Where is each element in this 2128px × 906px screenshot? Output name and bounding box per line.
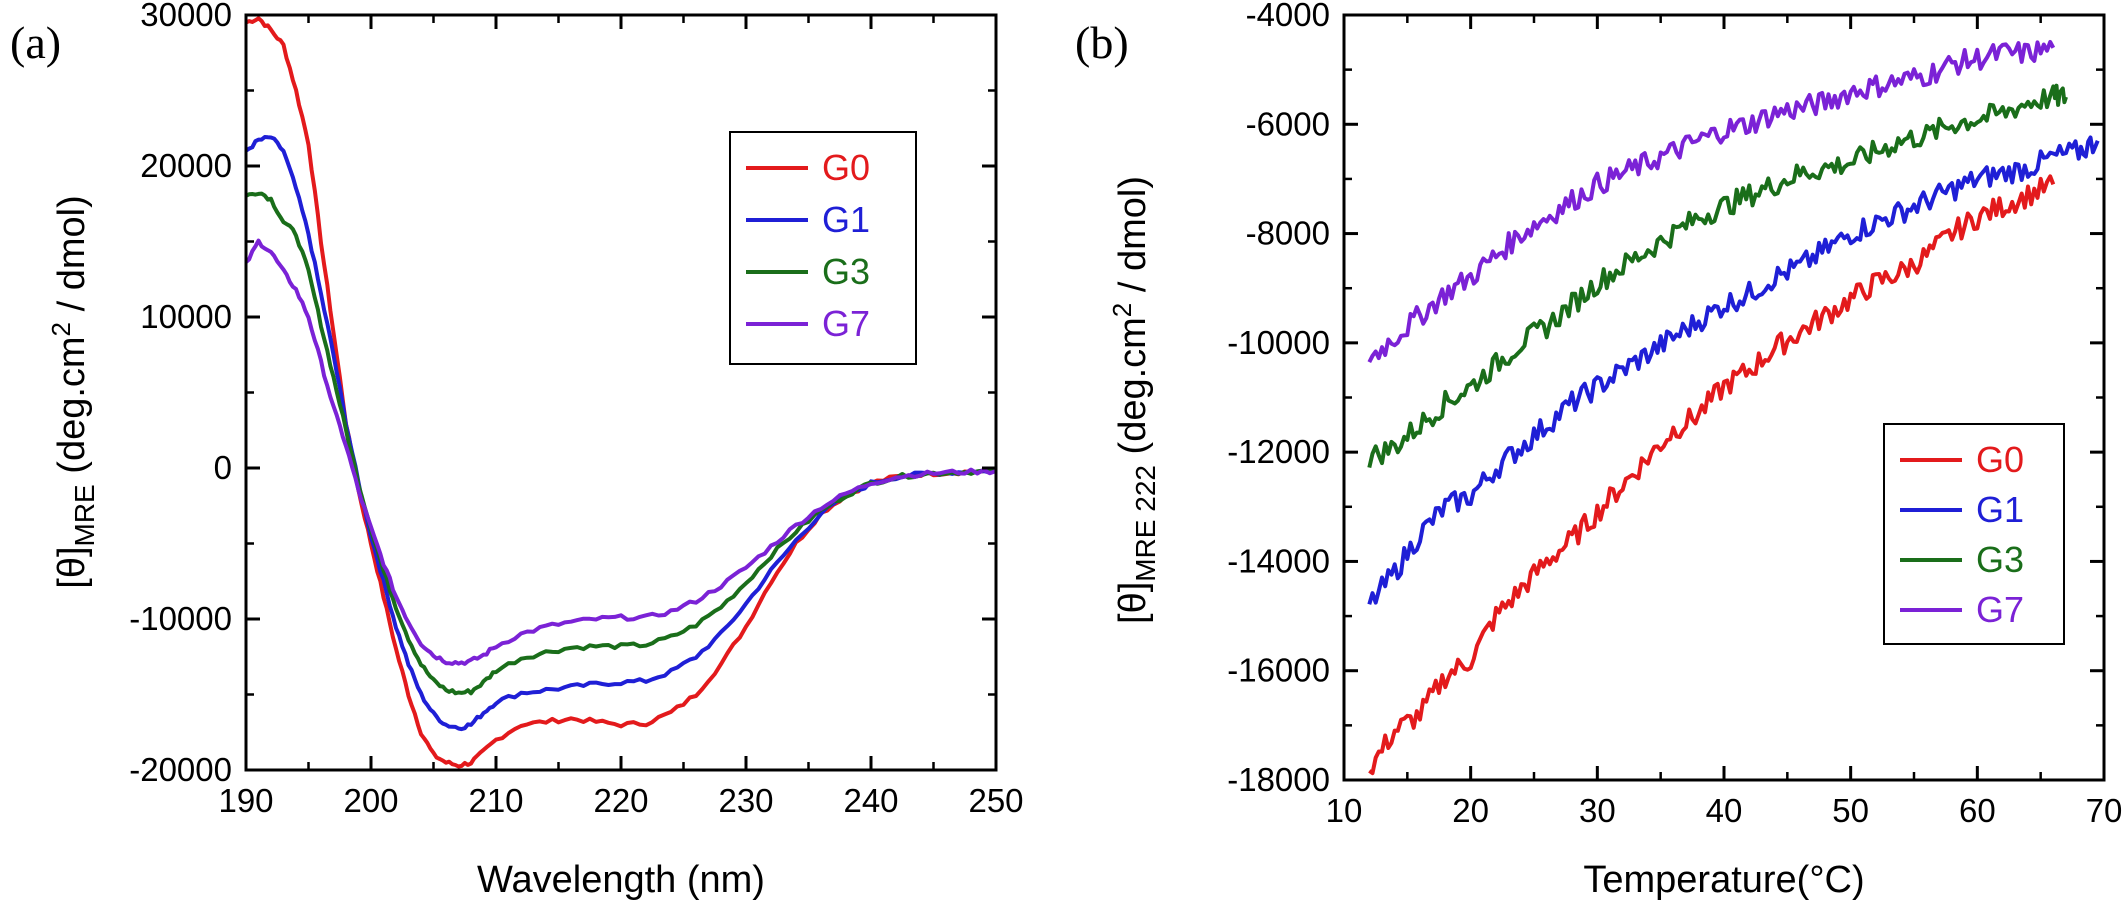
panel-b-legend: G0 G1 G3 G7 xyxy=(1883,423,2065,645)
panel-a-x-axis-title: Wavelength (nm) xyxy=(477,859,765,901)
x-tick-label: 30 xyxy=(1579,792,1616,829)
panel-b-x-axis-title: Temperature(°C) xyxy=(1583,859,1864,901)
y-tick-label: -14000 xyxy=(1227,542,1330,579)
y-tick-label: -12000 xyxy=(1227,433,1330,470)
x-tick-label: 200 xyxy=(343,782,398,819)
y-tick-label: -10000 xyxy=(129,600,232,637)
legend-label-g0: G0 xyxy=(822,147,870,188)
panel-a-ticks: 190 200 210 220 230 240 250 -20000 -10000 0 10000 2… xyxy=(129,0,1023,819)
x-tick-label: 250 xyxy=(968,782,1023,819)
panel-a-label: (a) xyxy=(10,17,61,68)
x-tick-label: 40 xyxy=(1706,792,1743,829)
panel-a-wavelength-chart: (a) 190 200 210 220 230 240 250 -20000 -10000 0 10… xyxy=(10,0,1024,901)
legend-label-g7: G7 xyxy=(822,303,870,344)
x-tick-label: 190 xyxy=(218,782,273,819)
panel-b-ticks: 10 20 30 40 50 60 70 -18000 -16000 -14000 -12000 -1… xyxy=(1227,0,2122,829)
y-tick-label: 0 xyxy=(214,449,232,486)
y-tick-label: -18000 xyxy=(1227,761,1330,798)
y-tick-label: -20000 xyxy=(129,751,232,788)
legend-label-g3: G3 xyxy=(822,251,870,292)
y-tick-label: -4000 xyxy=(1246,0,1330,33)
series-line-g7 xyxy=(1367,40,2056,364)
x-tick-label: 220 xyxy=(593,782,648,819)
x-tick-label: 60 xyxy=(1959,792,1996,829)
series-line-g1 xyxy=(1367,135,2100,605)
series-line-g0 xyxy=(1368,174,2056,776)
y-tick-label: -8000 xyxy=(1246,215,1330,252)
y-tick-label: 30000 xyxy=(140,0,232,33)
x-tick-label: 20 xyxy=(1452,792,1489,829)
x-tick-label: 70 xyxy=(2086,792,2123,829)
series-line-g7 xyxy=(244,238,997,666)
legend-label-g3: G3 xyxy=(1976,539,2024,580)
panel-b-temperature-chart: (b) 10 20 30 40 50 60 70 -18000 -16000 -14000 -120… xyxy=(1075,0,2122,901)
x-tick-label: 10 xyxy=(1326,792,1363,829)
legend-label-g1: G1 xyxy=(822,199,870,240)
series-line-g3 xyxy=(1367,83,2068,469)
series-line-g0 xyxy=(245,16,997,769)
y-tick-label: -16000 xyxy=(1227,652,1330,689)
panel-b-y-axis-title: [θ]MRE 222 (deg.cm2 / dmol) xyxy=(1107,176,1161,624)
x-tick-label: 240 xyxy=(843,782,898,819)
panel-a-plot-frame xyxy=(244,13,998,772)
x-tick-label: 50 xyxy=(1832,792,1869,829)
panel-b-label: (b) xyxy=(1075,17,1129,68)
x-tick-label: 230 xyxy=(718,782,773,819)
panel-a-legend: G0 G1 G3 G7 xyxy=(729,131,917,365)
panel-a-series xyxy=(244,16,997,769)
panel-b-series xyxy=(1367,40,2100,776)
y-tick-label: 20000 xyxy=(140,147,232,184)
panel-a-y-axis-title: [θ]MRE (deg.cm2 / dmol) xyxy=(46,195,100,588)
legend-label-g7: G7 xyxy=(1976,589,2024,630)
x-tick-label: 210 xyxy=(468,782,523,819)
y-tick-label: 10000 xyxy=(140,298,232,335)
y-tick-label: -6000 xyxy=(1246,105,1330,142)
legend-label-g0: G0 xyxy=(1976,439,2024,480)
y-tick-label: -10000 xyxy=(1227,324,1330,361)
legend-label-g1: G1 xyxy=(1976,489,2024,530)
